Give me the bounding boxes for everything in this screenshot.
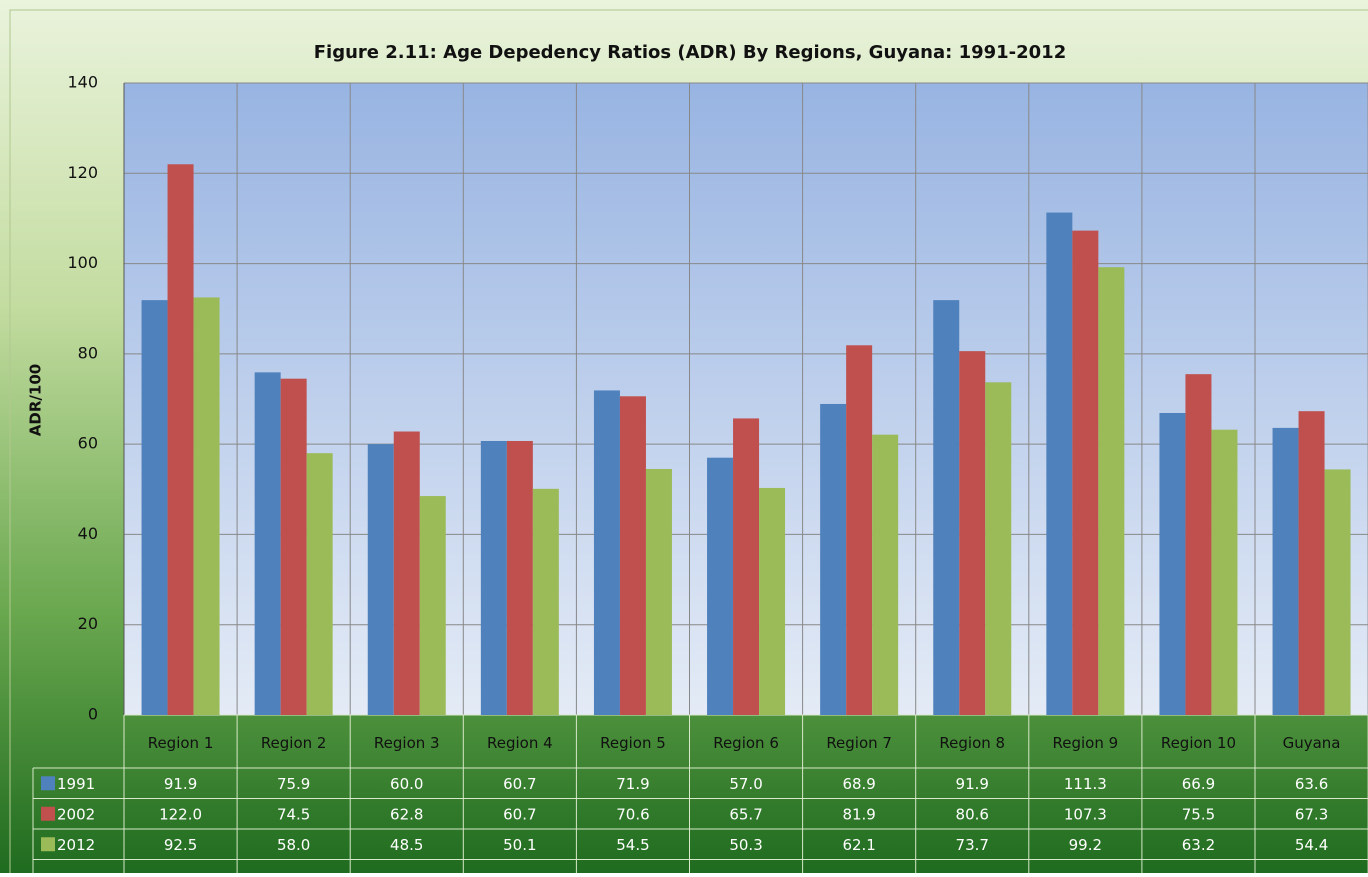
bar xyxy=(985,382,1012,715)
table-value: 60.0 xyxy=(390,775,423,793)
y-tick-label: 60 xyxy=(78,434,98,453)
y-tick-label: 120 xyxy=(67,163,98,182)
bar xyxy=(167,164,194,715)
table-value: 60.7 xyxy=(503,775,536,793)
table-value: 50.3 xyxy=(729,836,762,854)
bar xyxy=(480,440,507,715)
bar xyxy=(1159,412,1186,715)
y-tick-label: 100 xyxy=(67,253,98,272)
table-value: 62.1 xyxy=(842,836,875,854)
bar xyxy=(645,468,672,715)
chart-title: Figure 2.11: Age Depedency Ratios (ADR) … xyxy=(314,42,1066,63)
table-value: 48.5 xyxy=(390,836,423,854)
table-value: 60.7 xyxy=(503,805,536,823)
bar xyxy=(1272,427,1299,715)
table-value: 99.2 xyxy=(1069,836,1102,854)
table-value: 74.5 xyxy=(277,805,310,823)
table-value: 75.5 xyxy=(1182,805,1215,823)
y-tick-label: 140 xyxy=(67,73,98,92)
x-tick-label: Region 10 xyxy=(1161,734,1236,752)
legend-swatch xyxy=(41,837,55,852)
legend-label: 2012 xyxy=(57,836,95,854)
table-value: 71.9 xyxy=(616,775,649,793)
bar xyxy=(141,300,168,715)
bar xyxy=(1324,469,1351,715)
x-tick-label: Guyana xyxy=(1283,734,1341,752)
y-tick-label: 80 xyxy=(78,343,98,362)
x-tick-label: Region 5 xyxy=(600,734,666,752)
bar xyxy=(1098,267,1125,715)
table-value: 92.5 xyxy=(164,836,197,854)
table-value: 67.3 xyxy=(1295,805,1328,823)
bar xyxy=(593,390,620,715)
legend-label: 1991 xyxy=(57,775,95,793)
table-value: 65.7 xyxy=(729,805,762,823)
x-tick-label: Region 6 xyxy=(713,734,779,752)
table-value: 91.9 xyxy=(164,775,197,793)
bar xyxy=(532,488,559,715)
table-value: 57.0 xyxy=(729,775,762,793)
table-value: 80.6 xyxy=(956,805,989,823)
bar xyxy=(1298,411,1325,715)
bar xyxy=(872,434,899,715)
table-value: 66.9 xyxy=(1182,775,1215,793)
table-value: 73.7 xyxy=(956,836,989,854)
bar xyxy=(707,457,734,715)
table-value: 91.9 xyxy=(956,775,989,793)
bar xyxy=(959,351,986,715)
bar xyxy=(254,372,281,715)
table-value: 81.9 xyxy=(842,805,875,823)
bar xyxy=(506,440,533,715)
table-value: 68.9 xyxy=(842,775,875,793)
legend-label: 2002 xyxy=(57,805,95,823)
legend-swatch xyxy=(41,806,55,821)
table-value: 63.6 xyxy=(1295,775,1328,793)
table-value: 63.2 xyxy=(1182,836,1215,854)
legend-swatch xyxy=(41,776,55,791)
table-value: 122.0 xyxy=(159,805,202,823)
table-value: 58.0 xyxy=(277,836,310,854)
bar xyxy=(1185,374,1212,715)
table-value: 62.8 xyxy=(390,805,423,823)
y-axis-label: ADR/100 xyxy=(27,364,45,436)
bar xyxy=(193,297,220,715)
bar xyxy=(846,345,873,715)
bar xyxy=(419,496,446,715)
table-value: 54.4 xyxy=(1295,836,1328,854)
table-value: 54.5 xyxy=(616,836,649,854)
y-tick-label: 40 xyxy=(78,524,98,543)
x-tick-label: Region 2 xyxy=(261,734,327,752)
y-tick-label: 0 xyxy=(88,705,98,724)
x-tick-label: Region 1 xyxy=(148,734,214,752)
bar xyxy=(1072,230,1099,716)
bar xyxy=(733,418,760,715)
table-value: 107.3 xyxy=(1064,805,1107,823)
x-tick-label: Region 7 xyxy=(826,734,892,752)
bar xyxy=(933,300,960,715)
x-tick-label: Region 4 xyxy=(487,734,553,752)
table-value: 50.1 xyxy=(503,836,536,854)
table-value: 70.6 xyxy=(616,805,649,823)
bar xyxy=(1211,429,1238,715)
bar xyxy=(619,396,646,715)
bar xyxy=(367,444,394,715)
bar xyxy=(280,378,307,715)
x-tick-label: Region 9 xyxy=(1053,734,1119,752)
chart-border xyxy=(9,9,1368,877)
bar xyxy=(1046,212,1073,715)
bar xyxy=(306,453,333,715)
table-value: 111.3 xyxy=(1064,775,1107,793)
bar xyxy=(759,487,786,715)
x-tick-label: Region 8 xyxy=(939,734,1005,752)
x-tick-label: Region 3 xyxy=(374,734,440,752)
table-value: 75.9 xyxy=(277,775,310,793)
bar xyxy=(393,431,420,715)
y-tick-label: 20 xyxy=(78,614,98,633)
bar xyxy=(820,403,847,715)
